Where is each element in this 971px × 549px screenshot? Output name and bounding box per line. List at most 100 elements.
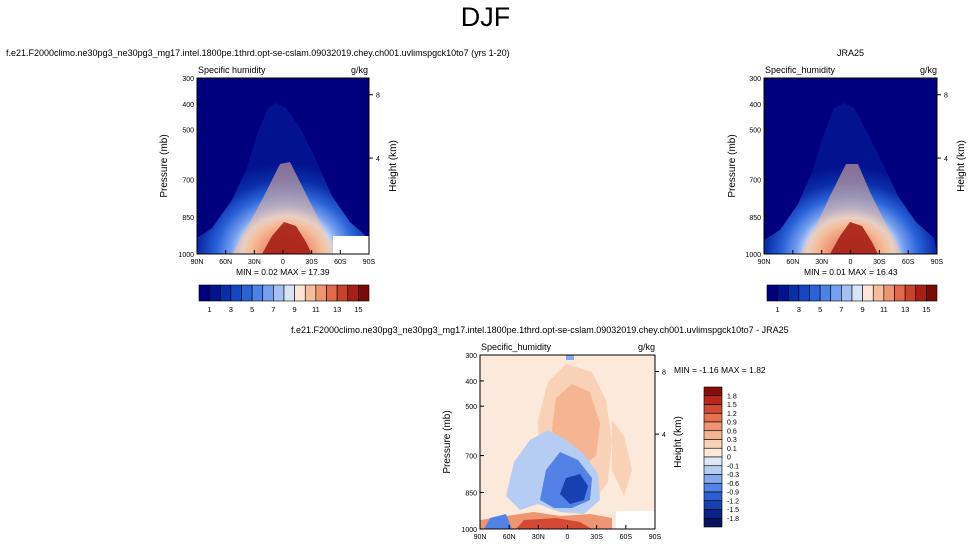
y-tick-label: 700 [465, 454, 477, 461]
y-tick-label: 400 [749, 102, 761, 109]
x-tick-label: 30N [532, 534, 545, 541]
height-tick-label: 4 [376, 156, 380, 163]
colorbar-label: -0.1 [727, 463, 739, 470]
difference-ylabel: Pressure (mb) [442, 410, 453, 473]
colorbar-swatch [241, 284, 253, 302]
colorbar-label: 1 [208, 305, 212, 314]
difference-height-ticks: 84 [655, 370, 666, 439]
reanalysis-colorbar: 1 3 5 7 9 11 13 15 [766, 284, 938, 314]
colorbar-swatch [894, 284, 906, 302]
colorbar-swatch [251, 284, 264, 302]
y-tick-label: 300 [182, 76, 194, 83]
colorbar-swatch [703, 447, 723, 458]
x-tick-label: 30S [305, 259, 318, 266]
colorbar-label: -0.9 [727, 490, 739, 497]
colorbar-swatch [851, 284, 863, 302]
colorbar-label: 9 [293, 305, 297, 314]
y-tick-label: 400 [182, 102, 194, 109]
difference-ylabel-right: Height (km) [673, 416, 684, 468]
colorbar-swatch [219, 284, 232, 302]
colorbar-swatch [809, 284, 821, 302]
x-tick-label: 30S [873, 259, 886, 266]
x-tick-label: 0 [566, 534, 570, 541]
difference-positive-right [612, 420, 632, 496]
colorbar-label: 3 [797, 305, 801, 314]
colorbar-swatch [926, 284, 938, 302]
difference-negative-core [560, 474, 588, 504]
colorbar-swatch [787, 284, 800, 302]
y-tick-label: 500 [465, 404, 477, 411]
colorbar-swatch [703, 491, 723, 502]
colorbar-swatch [347, 284, 359, 302]
reanalysis-minmax: MIN = 0.01 MAX = 16.43 [804, 267, 898, 277]
y-tick-label: 1000 [461, 527, 477, 534]
model-title-left: Specific humidity [198, 65, 266, 75]
colorbar-label: -1.8 [727, 516, 739, 523]
reanalysis-caption: JRA25 [837, 48, 865, 58]
difference-surface-negative [484, 514, 512, 529]
height-tick-label: 4 [662, 432, 666, 439]
colorbar-label: 1.2 [727, 411, 737, 418]
colorbar-label: 0 [727, 455, 731, 462]
colorbar-label: 5 [818, 305, 822, 314]
colorbar-swatch [703, 456, 723, 467]
x-tick-label: 60N [219, 259, 232, 266]
colorbar-label: 1.5 [727, 402, 737, 409]
colorbar-swatch [830, 284, 842, 302]
colorbar-label: 15 [354, 305, 362, 314]
colorbar-swatch [358, 284, 370, 302]
colorbar-swatch [209, 284, 221, 302]
y-tick-label: 400 [465, 379, 477, 386]
x-tick-label: 60S [902, 259, 915, 266]
y-tick-label: 850 [465, 490, 477, 497]
colorbar-swatch [273, 284, 285, 302]
colorbar-swatch [703, 482, 723, 493]
colorbar-label: 1.8 [727, 393, 737, 400]
colorbar-swatch [703, 421, 723, 432]
difference-surface-strong [516, 518, 592, 529]
reanalysis-title-left: Specific_humidity [765, 65, 836, 75]
reanalysis-panel: Specific_humidity g/kg Pressure (mb) Hei… [727, 65, 967, 314]
reanalysis-peak-core [830, 222, 878, 254]
colorbar-swatch [326, 284, 338, 302]
colorbar-label: 0.6 [727, 428, 737, 435]
difference-colorbar: 1.81.51.20.90.60.30.10-0.1-0.3-0.6-0.9-1… [703, 386, 739, 528]
difference-top-negative [566, 355, 574, 360]
colorbar-swatch [862, 284, 874, 302]
colorbar-swatch [703, 465, 723, 475]
reanalysis-moist-core [800, 164, 902, 254]
model-title-right: g/kg [351, 65, 368, 75]
difference-title-left: Specific_humidity [481, 342, 552, 352]
y-tick-label: 500 [749, 128, 761, 135]
y-tick-label: 1000 [745, 252, 761, 259]
difference-panel: Specific_humidity g/kg Pressure (mb) Hei… [442, 342, 766, 541]
model-height-ticks: 84 [369, 93, 380, 163]
colorbar-swatch [798, 284, 810, 302]
height-tick-label: 8 [944, 93, 948, 100]
model-colorbar: 1 3 5 7 9 11 13 15 [198, 284, 370, 314]
colorbar-label: 7 [271, 305, 275, 314]
colorbar-swatch [304, 284, 317, 302]
colorbar-label: 0.9 [727, 420, 737, 427]
reanalysis-ylabel: Pressure (mb) [727, 134, 738, 197]
x-tick-label: 90S [931, 259, 944, 266]
colorbar-label: -0.6 [727, 481, 739, 488]
height-tick-label: 8 [376, 93, 380, 100]
colorbar-swatch [198, 284, 210, 302]
colorbar-swatch [703, 439, 723, 449]
x-tick-label: 60S [334, 259, 347, 266]
model-case-caption: f.e21.F2000climo.ne30pg3_ne30pg3_mg17.in… [6, 48, 510, 58]
colorbar-label: -1.2 [727, 498, 739, 505]
x-tick-label: 90N [758, 259, 771, 266]
colorbar-swatch [777, 284, 789, 302]
x-tick-label: 30S [590, 534, 603, 541]
colorbar-label: 1 [776, 305, 780, 314]
colorbar-swatch [841, 284, 853, 302]
colorbar-label: 13 [333, 305, 341, 314]
colorbar-swatch [904, 284, 917, 302]
height-tick-label: 4 [944, 156, 948, 163]
colorbar-swatch [703, 386, 723, 397]
model-panel: Specific humidity g/kg Pressure (mb) Hei… [159, 65, 399, 314]
y-tick-label: 300 [749, 76, 761, 83]
